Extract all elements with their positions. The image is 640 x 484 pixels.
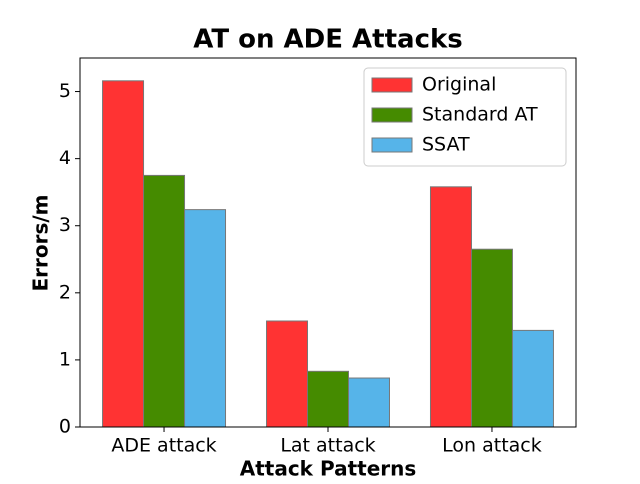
bar — [511, 329, 554, 428]
legend-label: Standard AT — [422, 104, 538, 126]
y-tick-label: 4 — [59, 147, 71, 169]
legend-box — [363, 67, 567, 167]
x-tick-label: Lat attack — [280, 435, 375, 457]
legend-swatch — [371, 77, 413, 93]
y-tick-label: 1 — [59, 348, 71, 370]
legend-label: SSAT — [422, 134, 470, 156]
bar — [470, 248, 513, 428]
bar — [429, 186, 472, 428]
y-tick-label: 2 — [59, 281, 71, 303]
plot-frame — [79, 57, 577, 428]
bar — [266, 320, 309, 428]
legend-label: Original — [422, 74, 496, 96]
y-tick-label: 3 — [59, 214, 71, 236]
bar — [143, 174, 186, 428]
y-axis-label: Errors/m — [29, 194, 53, 291]
chart-title: AT on ADE Attacks — [193, 25, 463, 55]
bar — [347, 377, 390, 428]
y-tick-label: 5 — [59, 80, 71, 102]
bar — [307, 370, 349, 428]
x-axis-label: Attack Patterns — [240, 457, 417, 481]
legend-swatch — [371, 107, 413, 123]
bar — [102, 80, 145, 428]
x-tick-label: ADE attack — [111, 435, 216, 457]
legend-swatch — [371, 137, 413, 153]
x-tick-label: Lon attack — [442, 435, 542, 457]
y-tick-label: 0 — [59, 416, 71, 438]
bar — [184, 209, 227, 428]
